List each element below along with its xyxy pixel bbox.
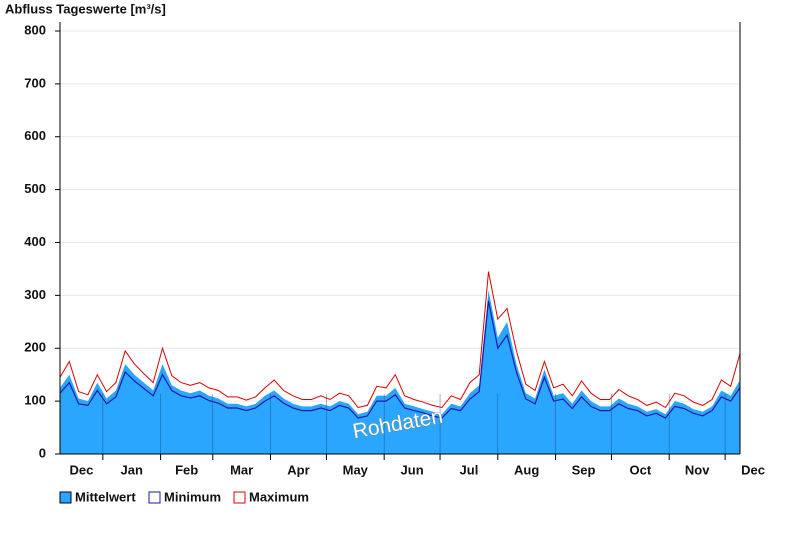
legend-swatch <box>59 491 72 504</box>
legend-label: Maximum <box>249 489 309 504</box>
x-tick-label: Nov <box>685 462 710 477</box>
legend-label: Minimum <box>164 489 221 504</box>
x-tick-label: Jul <box>460 462 479 477</box>
legend-swatch <box>233 491 246 504</box>
y-tick-label: 500 <box>24 181 46 196</box>
x-tick-label: Sep <box>572 462 596 477</box>
x-tick-label: Feb <box>175 462 198 477</box>
x-tick-label: Dec <box>69 462 93 477</box>
y-tick-label: 600 <box>24 128 46 143</box>
x-tick-label: May <box>343 462 369 477</box>
y-tick-label: 300 <box>24 287 46 302</box>
y-tick-label: 100 <box>24 393 46 408</box>
y-tick-label: 700 <box>24 75 46 90</box>
x-tick-label: Oct <box>629 462 651 477</box>
mean-area <box>60 290 740 454</box>
x-tick-label: Apr <box>287 462 309 477</box>
x-tick-label: Dec <box>741 462 765 477</box>
y-tick-label: 400 <box>24 234 46 249</box>
min-line <box>59 300 741 419</box>
y-tick-label: 800 <box>24 22 46 37</box>
max-line <box>59 271 741 409</box>
chart-title: Abfluss Tageswerte [m³/s] <box>5 1 166 16</box>
legend-label: Mittelwert <box>75 489 136 504</box>
y-tick-label: 200 <box>24 340 46 355</box>
x-tick-label: Aug <box>514 462 539 477</box>
x-tick-label: Jan <box>121 462 143 477</box>
y-tick-label: 0 <box>39 445 46 460</box>
legend-swatch <box>148 491 161 504</box>
x-tick-label: Mar <box>230 462 253 477</box>
x-tick-label: Jun <box>401 462 424 477</box>
